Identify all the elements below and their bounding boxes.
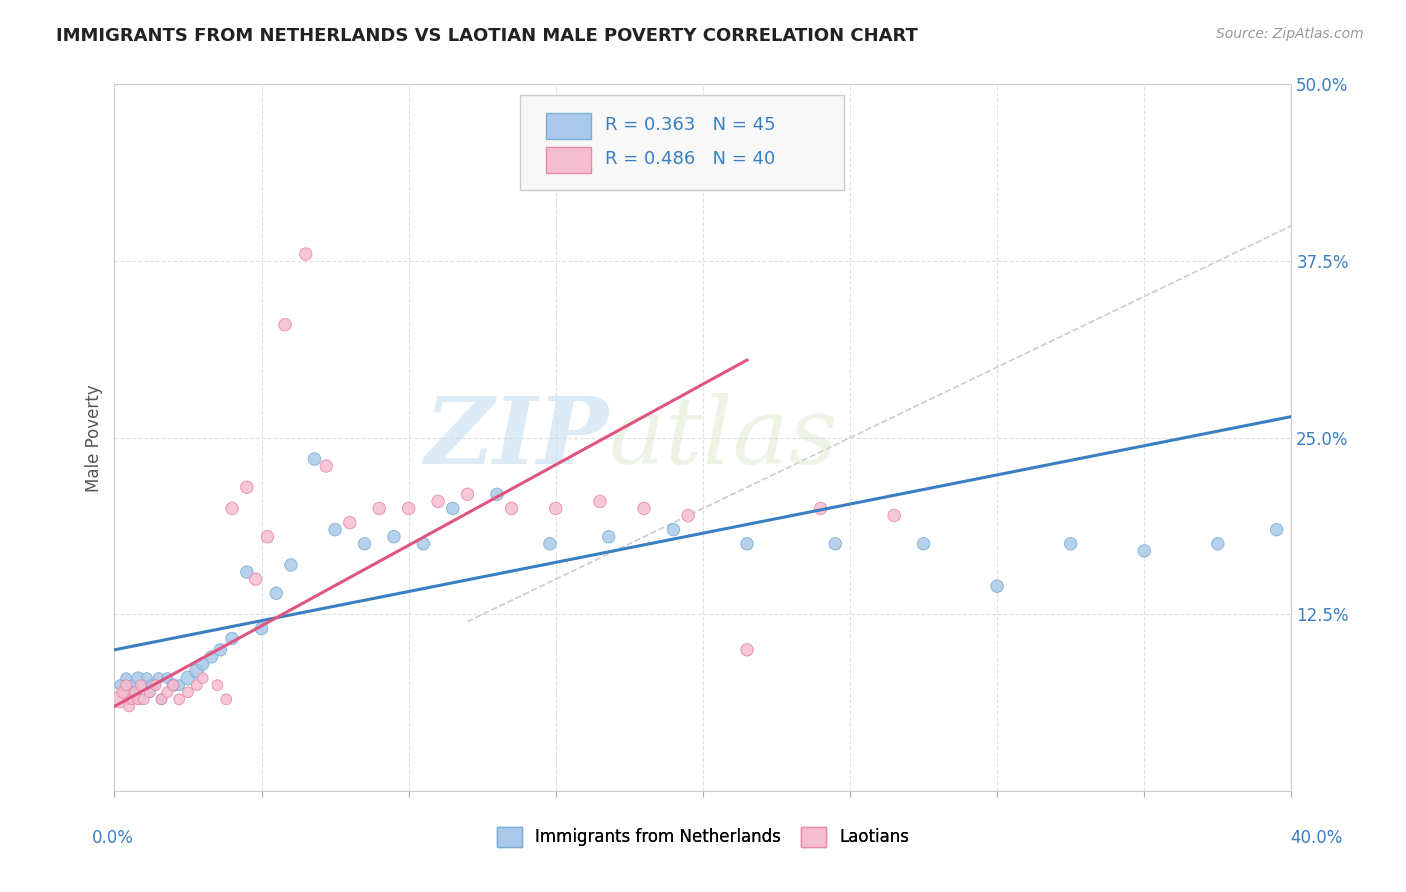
Point	[221, 501, 243, 516]
Point	[339, 516, 361, 530]
Point	[145, 678, 167, 692]
Text: Source: ZipAtlas.com: Source: ZipAtlas.com	[1216, 27, 1364, 41]
Point	[245, 572, 267, 586]
Point	[294, 247, 316, 261]
Point	[162, 678, 184, 692]
Point	[132, 692, 155, 706]
Point	[129, 692, 152, 706]
Point	[148, 671, 170, 685]
Point	[544, 501, 567, 516]
Point	[1265, 523, 1288, 537]
Legend: Immigrants from Netherlands, Laotians: Immigrants from Netherlands, Laotians	[489, 820, 915, 854]
Point	[256, 530, 278, 544]
Point	[118, 692, 141, 706]
Point	[427, 494, 450, 508]
Point	[633, 501, 655, 516]
Point	[250, 622, 273, 636]
Point	[191, 671, 214, 685]
Point	[156, 671, 179, 685]
Point	[1059, 537, 1081, 551]
Point	[129, 678, 152, 692]
Point	[110, 692, 132, 706]
Text: R = 0.363   N = 45: R = 0.363 N = 45	[605, 116, 776, 134]
Point	[209, 642, 232, 657]
Point	[382, 530, 405, 544]
Point	[200, 649, 222, 664]
Point	[589, 494, 612, 508]
Point	[441, 501, 464, 516]
Y-axis label: Male Poverty: Male Poverty	[86, 384, 103, 491]
Point	[368, 501, 391, 516]
Point	[274, 318, 297, 332]
Point	[127, 671, 149, 685]
FancyBboxPatch shape	[547, 147, 591, 173]
Text: 0.0%: 0.0%	[91, 829, 134, 847]
Point	[412, 537, 434, 551]
Point	[501, 501, 523, 516]
Point	[138, 685, 160, 699]
Point	[156, 685, 179, 699]
Point	[121, 692, 143, 706]
Point	[115, 678, 138, 692]
Point	[142, 678, 165, 692]
Point	[112, 685, 135, 699]
Point	[110, 678, 132, 692]
Point	[124, 685, 146, 699]
Point	[735, 537, 758, 551]
Point	[824, 537, 846, 551]
Point	[353, 537, 375, 551]
Point	[538, 537, 561, 551]
Point	[167, 692, 190, 706]
Point	[215, 692, 238, 706]
Point	[186, 678, 208, 692]
Point	[177, 685, 200, 699]
Point	[138, 685, 160, 699]
Point	[456, 487, 478, 501]
Point	[986, 579, 1008, 593]
Point	[662, 523, 685, 537]
Point	[304, 452, 326, 467]
Point	[280, 558, 302, 572]
Point	[186, 664, 208, 678]
Point	[236, 565, 259, 579]
Point	[132, 678, 155, 692]
Point	[676, 508, 699, 523]
Point	[118, 699, 141, 714]
Point	[264, 586, 287, 600]
Point	[167, 678, 190, 692]
Point	[735, 642, 758, 657]
Point	[177, 671, 200, 685]
Point	[810, 501, 832, 516]
FancyBboxPatch shape	[520, 95, 844, 191]
Point	[912, 537, 935, 551]
Point	[323, 523, 346, 537]
Point	[135, 671, 157, 685]
Point	[598, 530, 620, 544]
FancyBboxPatch shape	[547, 113, 591, 139]
Text: atlas: atlas	[609, 392, 838, 483]
Text: IMMIGRANTS FROM NETHERLANDS VS LAOTIAN MALE POVERTY CORRELATION CHART: IMMIGRANTS FROM NETHERLANDS VS LAOTIAN M…	[56, 27, 918, 45]
Point	[191, 657, 214, 671]
Point	[150, 692, 173, 706]
Point	[124, 685, 146, 699]
Point	[112, 685, 135, 699]
Point	[315, 459, 337, 474]
Point	[150, 692, 173, 706]
Text: 40.0%: 40.0%	[1291, 829, 1343, 847]
Point	[1206, 537, 1229, 551]
Point	[236, 480, 259, 494]
Point	[121, 678, 143, 692]
Point	[1133, 544, 1156, 558]
Point	[115, 671, 138, 685]
Point	[883, 508, 905, 523]
Point	[127, 692, 149, 706]
Text: R = 0.486   N = 40: R = 0.486 N = 40	[605, 150, 776, 168]
Text: ZIP: ZIP	[425, 392, 609, 483]
Point	[221, 632, 243, 646]
Point	[398, 501, 420, 516]
Point	[207, 678, 229, 692]
Point	[485, 487, 508, 501]
Point	[162, 678, 184, 692]
